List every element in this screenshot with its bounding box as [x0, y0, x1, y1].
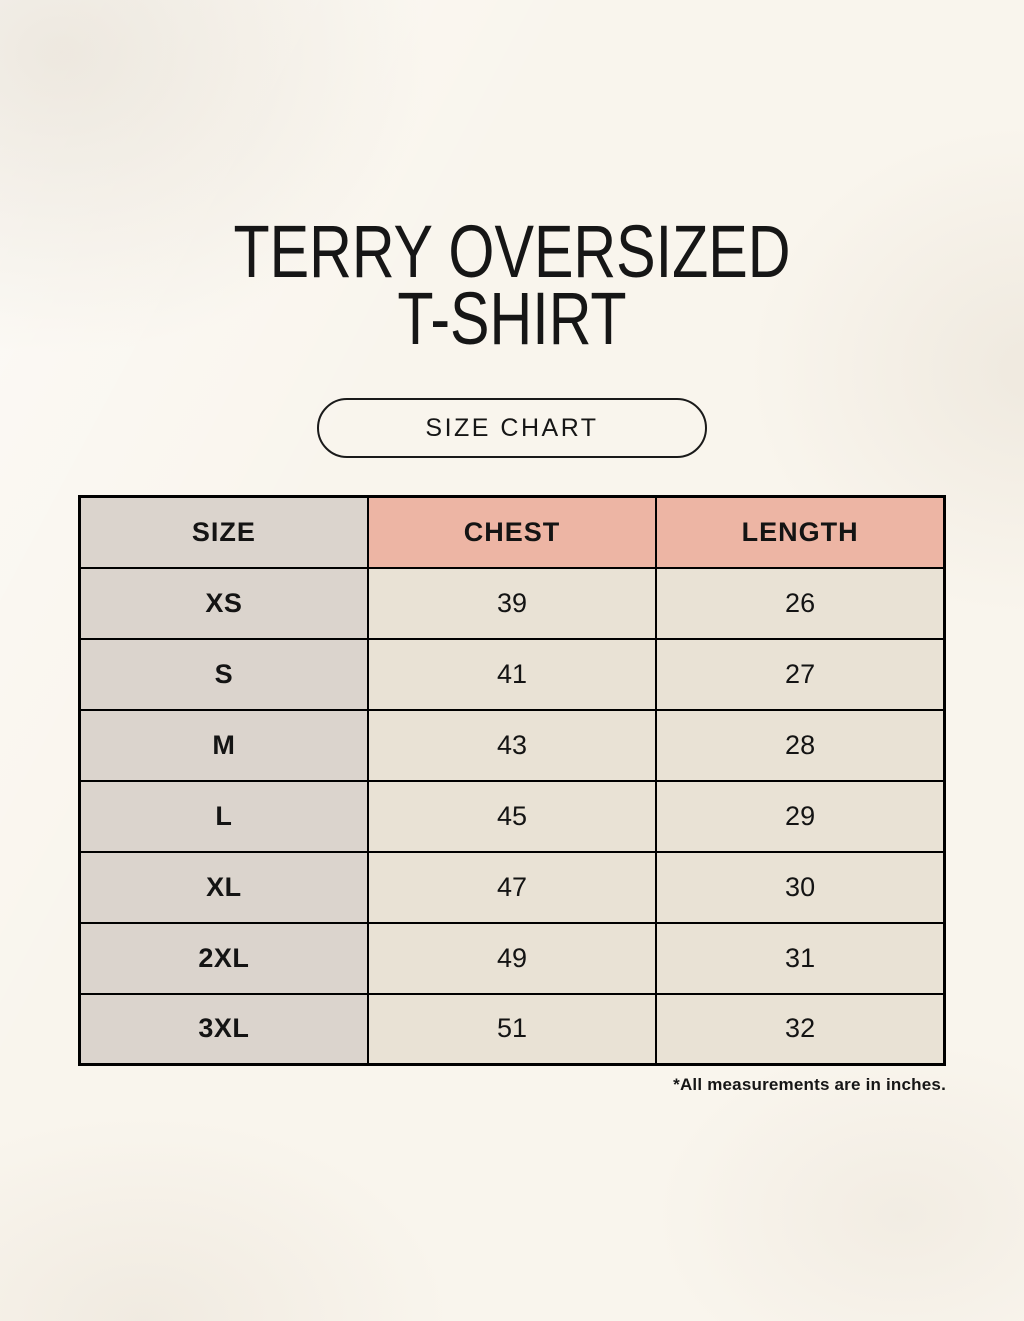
size-chart-table: SIZE CHEST LENGTH XS 39 26 S 41 27 M	[78, 495, 946, 1066]
length-value: 31	[655, 921, 946, 995]
chest-value: 47	[366, 850, 658, 924]
length-value: 32	[655, 992, 946, 1066]
header-chest: CHEST	[366, 495, 658, 569]
table-row: L 45 29	[78, 779, 946, 853]
length-value: 30	[655, 850, 946, 924]
table-row: XS 39 26	[78, 566, 946, 640]
page-title: TERRY OVERSIZED T-SHIRT	[102, 0, 921, 360]
size-label: XS	[78, 566, 369, 640]
chest-value: 41	[366, 637, 658, 711]
table-row: 2XL 49 31	[78, 921, 946, 995]
size-label: 3XL	[78, 992, 369, 1066]
size-label: S	[78, 637, 369, 711]
size-chart-page: TERRY OVERSIZED T-SHIRT SIZE CHART SIZE …	[78, 0, 946, 1094]
chest-value: 51	[366, 992, 658, 1066]
length-value: 27	[655, 637, 946, 711]
length-value: 26	[655, 566, 946, 640]
page-title-line1: TERRY OVERSIZED	[233, 210, 791, 293]
size-label: L	[78, 779, 369, 853]
chest-value: 43	[366, 708, 658, 782]
size-label: XL	[78, 850, 369, 924]
length-value: 28	[655, 708, 946, 782]
measurements-footnote: *All measurements are in inches.	[673, 1075, 946, 1094]
table-row: S 41 27	[78, 637, 946, 711]
length-value: 29	[655, 779, 946, 853]
table-header-row: SIZE CHEST LENGTH	[78, 495, 946, 569]
chest-value: 39	[366, 566, 658, 640]
chest-value: 45	[366, 779, 658, 853]
page-title-line2: T-SHIRT	[397, 277, 627, 360]
header-length: LENGTH	[655, 495, 946, 569]
header-size: SIZE	[78, 495, 369, 569]
table-row: 3XL 51 32	[78, 992, 946, 1066]
table-row: XL 47 30	[78, 850, 946, 924]
size-label: 2XL	[78, 921, 369, 995]
size-chart-button[interactable]: SIZE CHART	[317, 398, 707, 458]
chest-value: 49	[366, 921, 658, 995]
size-chart-table-container: SIZE CHEST LENGTH XS 39 26 S 41 27 M	[78, 495, 946, 1066]
table-row: M 43 28	[78, 708, 946, 782]
size-label: M	[78, 708, 369, 782]
